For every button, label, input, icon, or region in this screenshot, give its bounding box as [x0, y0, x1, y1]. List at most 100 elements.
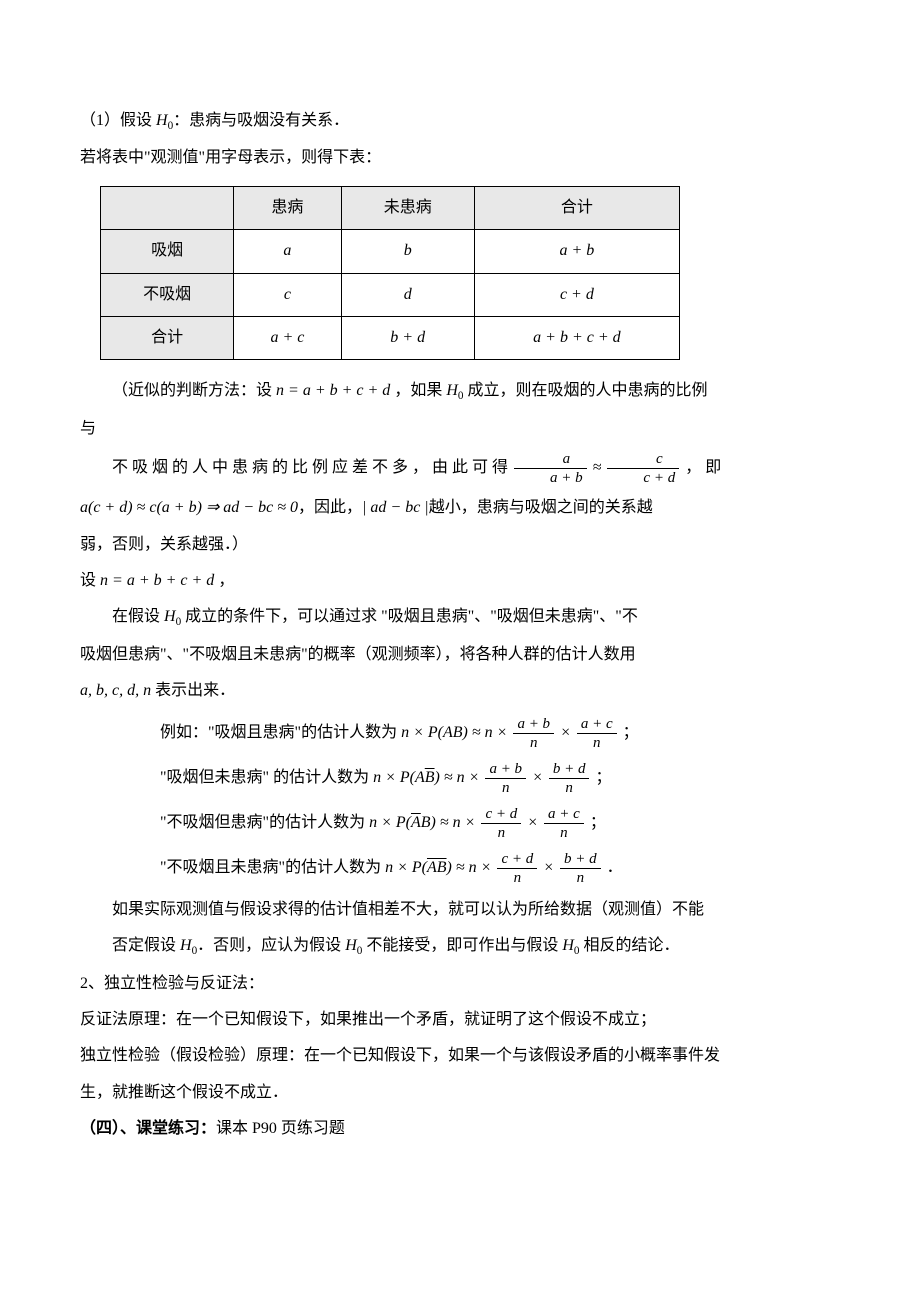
- text: （近似的判断方法：设: [112, 382, 276, 399]
- example-line: 例如："吸烟且患病"的估计人数为 n × P(AB) ≈ n × a + bn …: [160, 715, 840, 752]
- denominator: n: [513, 734, 554, 752]
- table-cell: d: [341, 273, 474, 316]
- fraction: b + dn: [560, 850, 601, 887]
- numerator: c + d: [497, 850, 537, 869]
- numerator: a: [514, 450, 587, 469]
- text: ：患病与吸烟没有关系．: [173, 112, 349, 129]
- text: ；: [623, 724, 639, 741]
- example-line: "不吸烟且未患病"的估计人数为 n × P(AB) ≈ n × c + d n ×…: [160, 850, 840, 887]
- table-cell: a + c: [234, 317, 341, 360]
- table-cell: b + d: [341, 317, 474, 360]
- contingency-table: 患病 未患病 合计 吸烟 a b a + b 不吸烟 c d c + d 合计 …: [100, 186, 680, 361]
- math: a, b, c, d, n: [80, 682, 151, 699]
- fraction: c + dn: [481, 805, 521, 842]
- text: ．: [607, 859, 623, 876]
- numerator: b + d: [549, 760, 590, 779]
- document-page: （1）假设 H0：患病与吸烟没有关系． 若将表中"观测值"用字母表示，则得下表：…: [0, 0, 920, 1211]
- math: H: [180, 937, 192, 954]
- text: 越小，患病与吸烟之间的关系越: [429, 499, 653, 516]
- math: n × P(AB) ≈ n ×: [401, 724, 507, 741]
- paragraph: 生，就推断这个假设不成立．: [80, 1078, 840, 1108]
- text: "吸烟但未患病" 的估计人数为: [160, 769, 373, 786]
- math: n × P(: [385, 859, 427, 876]
- paragraph: （近似的判断方法：设 n = a + b + c + d ，如果 H0 成立，则…: [80, 376, 840, 407]
- math-overline: A: [411, 814, 421, 831]
- example-line: "吸烟但未患病" 的估计人数为 n × P(AB) ≈ n × a + bn ×…: [160, 760, 840, 797]
- row-header: 吸烟: [101, 230, 234, 273]
- math: B) ≈ n ×: [421, 814, 476, 831]
- table-cell: b: [341, 230, 474, 273]
- math: ×: [532, 769, 547, 786]
- paragraph: 设 n = a + b + c + d ，: [80, 566, 840, 596]
- fraction: a + cn: [544, 805, 584, 842]
- text: 成立，则在吸烟的人中患病的比例: [463, 382, 707, 399]
- text: 例如："吸烟且患病"的估计人数为: [160, 724, 401, 741]
- math-overline: AB: [427, 859, 447, 876]
- text: 不 吸 烟 的 人 中 患 病 的 比 例 应 差 不 多 ， 由 此 可 得: [112, 459, 512, 476]
- text: "不吸烟且未患病"的估计人数为: [160, 859, 385, 876]
- fraction: aa + b: [514, 450, 587, 487]
- fraction: cc + d: [607, 450, 679, 487]
- math: ≈: [593, 459, 606, 476]
- numerator: a + c: [544, 805, 584, 824]
- fraction: b + dn: [549, 760, 590, 797]
- paragraph: 吸烟但患病"、"不吸烟且未患病"的概率（观测频率），将各种人群的估计人数用: [80, 640, 840, 670]
- math: H: [562, 937, 574, 954]
- table-cell: a + b + c + d: [474, 317, 679, 360]
- text: 表示出来．: [151, 682, 235, 699]
- text: 课本 P90 页练习题: [216, 1120, 345, 1137]
- table-header: 未患病: [341, 186, 474, 229]
- fraction: a + bn: [513, 715, 554, 752]
- text: ， 即: [685, 459, 721, 476]
- denominator: n: [544, 824, 584, 842]
- table-cell: c: [234, 273, 341, 316]
- table-header: 患病: [234, 186, 341, 229]
- math: H: [156, 112, 168, 129]
- denominator: a + b: [514, 469, 587, 487]
- text: ，因此，: [298, 499, 362, 516]
- fraction: a + bn: [485, 760, 526, 797]
- denominator: c + d: [607, 469, 679, 487]
- math: ×: [560, 724, 575, 741]
- math: ×: [527, 814, 542, 831]
- math: H: [446, 382, 458, 399]
- numerator: b + d: [560, 850, 601, 869]
- table-cell: a: [234, 230, 341, 273]
- text: "不吸烟但患病"的估计人数为: [160, 814, 369, 831]
- examples-block: 例如："吸烟且患病"的估计人数为 n × P(AB) ≈ n × a + bn …: [160, 715, 840, 887]
- text: 相反的结论．: [580, 937, 680, 954]
- text: 在假设: [112, 608, 164, 625]
- text: 设: [80, 572, 100, 589]
- text: 不能接受，即可作出与假设: [362, 937, 562, 954]
- section-label: （四）、课堂练习：: [80, 1120, 216, 1137]
- paragraph: a(c + d) ≈ c(a + b) ⇒ ad − bc ≈ 0，因此，| a…: [80, 493, 840, 523]
- math: n = a + b + c + d: [276, 382, 390, 399]
- paragraph: 弱，否则，关系越强．）: [80, 530, 840, 560]
- math: ×: [543, 859, 558, 876]
- denominator: n: [549, 779, 590, 797]
- denominator: n: [485, 779, 526, 797]
- paragraph: 如果实际观测值与假设求得的估计值相差不大，就可以认为所给数据（观测值）不能: [80, 895, 840, 925]
- example-line: "不吸烟但患病"的估计人数为 n × P(AB) ≈ n × c + dn × …: [160, 805, 840, 842]
- math-overline: B: [425, 769, 435, 786]
- math: | ad − bc |: [362, 499, 429, 516]
- text: ，如果: [390, 382, 446, 399]
- denominator: n: [577, 734, 617, 752]
- row-header: 合计: [101, 317, 234, 360]
- paragraph: （四）、课堂练习：课本 P90 页练习题: [80, 1114, 840, 1144]
- fraction: a + cn: [577, 715, 617, 752]
- paragraph: 若将表中"观测值"用字母表示，则得下表：: [80, 143, 840, 173]
- table-cell: c + d: [474, 273, 679, 316]
- table-header: 合计: [474, 186, 679, 229]
- math: H: [164, 608, 176, 625]
- numerator: a + b: [513, 715, 554, 734]
- table-cell: a + b: [474, 230, 679, 273]
- denominator: n: [560, 869, 601, 887]
- paragraph: 与: [80, 414, 840, 444]
- math: ) ≈ n ×: [435, 769, 480, 786]
- text: ．否则，应认为假设: [197, 937, 345, 954]
- paragraph: 独立性检验（假设检验）原理：在一个已知假设下，如果一个与该假设矛盾的小概率事件发: [80, 1041, 840, 1071]
- math: ) ≈ n ×: [447, 859, 492, 876]
- paragraph: 反证法原理：在一个已知假设下，如果推出一个矛盾，就证明了这个假设不成立；: [80, 1005, 840, 1035]
- row-header: 不吸烟: [101, 273, 234, 316]
